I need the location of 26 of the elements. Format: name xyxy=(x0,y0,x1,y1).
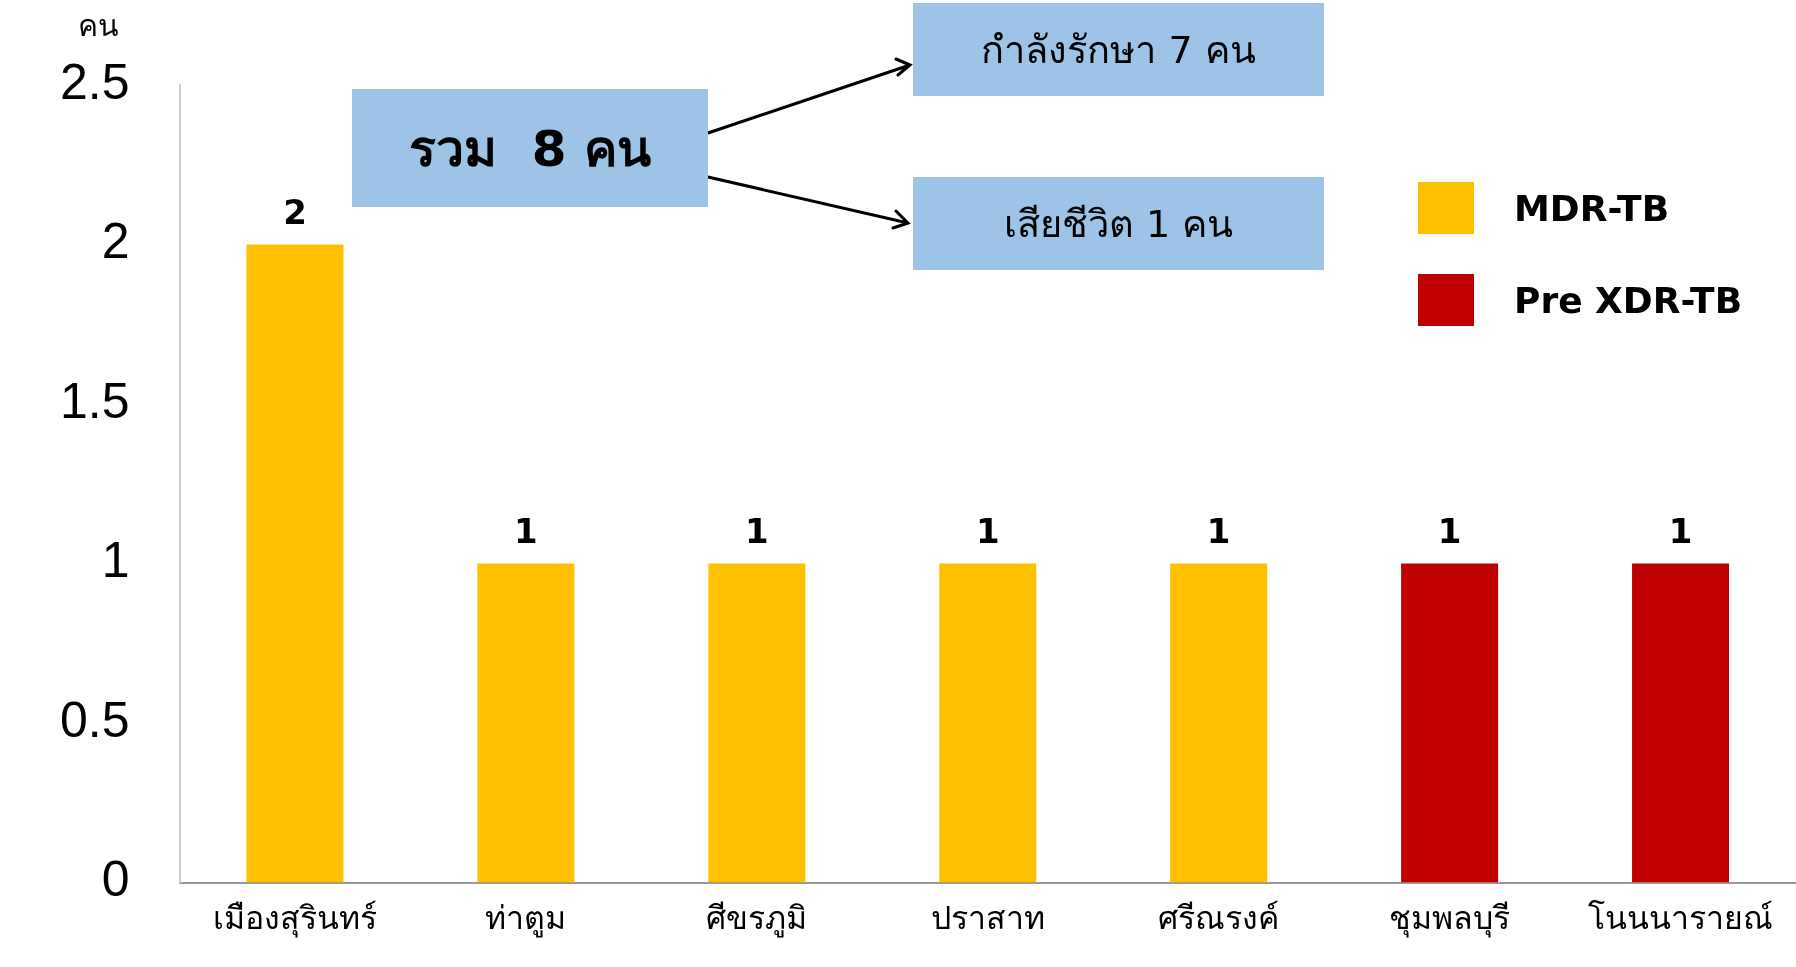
y-tick-label: 2.5 xyxy=(59,53,130,110)
x-tick-label: ท่าตูม xyxy=(485,899,567,938)
data-label: 2 xyxy=(283,192,307,233)
x-tick-label: ปราสาท xyxy=(930,899,1045,936)
x-tick-label: โนนนารายณ์ xyxy=(1588,899,1774,936)
callout-box: รวม 8 คน xyxy=(352,89,708,207)
callout-box: เสียชีวิต 1 คน xyxy=(913,177,1324,270)
x-tick-label: เมืองสุรินทร์ xyxy=(212,899,377,938)
data-label: 1 xyxy=(514,511,538,552)
y-tick-label: 0 xyxy=(101,851,130,908)
legend-label: MDR-TB xyxy=(1514,187,1670,229)
legend-label: Pre XDR-TB xyxy=(1514,279,1743,321)
callout-box: กำลังรักษา 7 คน xyxy=(913,3,1324,96)
x-tick-label: ชุมพลบุรี xyxy=(1389,899,1511,938)
y-tick-label: 1 xyxy=(101,532,130,589)
data-label: 1 xyxy=(1668,511,1693,552)
data-label: 1 xyxy=(1437,511,1462,552)
y-axis-title: คน xyxy=(78,7,119,45)
y-tick-label: 1.5 xyxy=(59,372,130,429)
y-tick-label: 2 xyxy=(101,213,130,270)
x-tick-label: ศีขรภูมิ xyxy=(706,899,808,938)
x-tick-label: ศรีณรงค์ xyxy=(1158,899,1280,936)
data-label: 1 xyxy=(975,511,1000,552)
y-tick-label: 0.5 xyxy=(59,691,130,748)
data-label: 1 xyxy=(744,511,769,552)
data-label: 1 xyxy=(1206,511,1231,552)
